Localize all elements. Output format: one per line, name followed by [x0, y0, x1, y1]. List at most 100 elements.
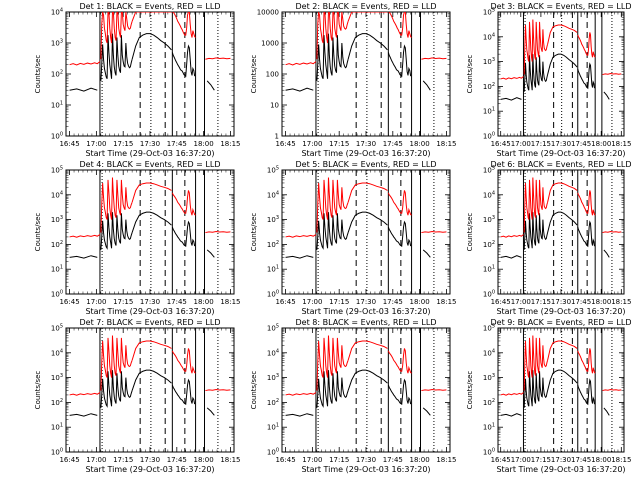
- y-tick-label: 104: [51, 348, 63, 357]
- lld-series-line: [172, 12, 196, 38]
- events-series-line: [387, 378, 412, 406]
- lld-series-line: [69, 234, 101, 238]
- data-area: [69, 177, 231, 259]
- x-tick-label: 17:45: [571, 456, 591, 464]
- x-tick-label: 17:15: [531, 140, 551, 148]
- lld-series-line: [547, 24, 578, 45]
- y-tick-label: 105: [483, 324, 495, 333]
- events-series-line: [206, 249, 215, 258]
- x-axis-title: Start Time (29-Oct-03 16:37:20): [85, 307, 214, 316]
- x-tick-label: 17:15: [531, 456, 551, 464]
- events-series-line: [131, 369, 172, 391]
- y-tick-label: 102: [267, 240, 279, 249]
- x-tick-label: 18:00: [591, 140, 611, 148]
- y-tick-label: 104: [51, 190, 63, 199]
- x-axis-title: Start Time (29-Oct-03 16:37:20): [301, 307, 430, 316]
- events-series-line: [285, 413, 314, 417]
- lld-series-line: [347, 182, 388, 203]
- lld-series-line: [421, 231, 447, 234]
- x-tick-label: 17:45: [167, 140, 187, 148]
- y-tick-label: 104: [483, 348, 495, 357]
- x-tick-label: 17:15: [329, 456, 349, 464]
- y-tick-label: 104: [51, 8, 63, 17]
- x-tick-label: 18:15: [611, 456, 631, 464]
- x-tick-label: 18:15: [220, 298, 240, 306]
- events-series-line: [316, 370, 349, 408]
- x-tick-label: 17:30: [140, 456, 160, 464]
- panel-5: Det 5: BLACK = Events, RED = LLD 100 101 10…: [250, 160, 457, 316]
- x-tick-label: 18:15: [436, 140, 456, 148]
- y-tick-label: 102: [483, 82, 495, 91]
- y-tick-label: 10000: [257, 9, 279, 17]
- y-tick-label: 102: [483, 398, 495, 407]
- x-tick-label: 18:00: [410, 456, 430, 464]
- panel-3: Det 3: BLACK = Events, RED = LLD 100 101 10…: [466, 2, 631, 158]
- y-axis-title: Counts/sec: [466, 55, 474, 94]
- events-series-line: [603, 407, 610, 416]
- y-tick-label: 10: [270, 102, 279, 110]
- x-tick-label: 18:00: [410, 140, 430, 148]
- lld-series-line: [500, 76, 524, 80]
- events-series-line: [316, 212, 349, 250]
- panel-1: Det 1: BLACK = Events, RED = LLD 100 101 10…: [34, 2, 241, 158]
- lld-series-line: [100, 12, 133, 60]
- y-tick-label: 103: [483, 57, 495, 66]
- lld-series-line: [577, 348, 596, 374]
- x-tick-label: 18:15: [436, 298, 456, 306]
- x-tick-label: 17:30: [356, 298, 376, 306]
- x-axis-title: Start Time (29-Oct-03 16:37:20): [85, 465, 214, 474]
- data-area: [500, 19, 622, 101]
- lld-series-line: [131, 182, 172, 203]
- x-tick-label: 17:15: [329, 298, 349, 306]
- data-area: [69, 335, 231, 417]
- y-axis-title: Counts/sec: [250, 371, 258, 410]
- data-area: [285, 335, 447, 417]
- x-tick-label: 17:00: [302, 456, 322, 464]
- events-series-line: [422, 249, 431, 258]
- events-series-line: [206, 407, 215, 416]
- events-series-line: [69, 255, 98, 259]
- events-series-line: [347, 211, 388, 233]
- panel-title: Det 5: BLACK = Events, RED = LLD: [296, 160, 437, 169]
- lld-series-line: [285, 234, 317, 238]
- y-tick-label: 103: [267, 215, 279, 224]
- events-series-line: [387, 220, 412, 248]
- lld-series-line: [577, 32, 596, 58]
- x-tick-label: 17:00: [86, 298, 106, 306]
- y-tick-label: 101: [51, 265, 63, 274]
- x-tick-label: 18:00: [410, 298, 430, 306]
- y-tick-label: 103: [51, 215, 63, 224]
- y-tick-label: 101: [267, 423, 279, 432]
- y-tick-label: 105: [267, 324, 279, 333]
- y-tick-label: 105: [51, 324, 63, 333]
- y-tick-label: 100: [266, 71, 279, 79]
- y-tick-label: 103: [51, 373, 63, 382]
- events-series-line: [547, 53, 578, 75]
- x-tick-label: 17:15: [113, 140, 133, 148]
- x-tick-label: 17:45: [571, 298, 591, 306]
- events-series-line: [171, 44, 196, 78]
- x-tick-label: 18:00: [591, 456, 611, 464]
- y-tick-label: 104: [483, 190, 495, 199]
- y-tick-label: 101: [483, 265, 495, 274]
- x-axis-title: Start Time (29-Oct-03 16:37:20): [496, 149, 625, 158]
- lld-series-line: [285, 61, 317, 66]
- lld-series-line: [387, 190, 412, 216]
- events-series-line: [500, 255, 522, 259]
- y-tick-label: 102: [483, 240, 495, 249]
- events-series-line: [577, 378, 596, 406]
- x-tick-label: 18:15: [436, 456, 456, 464]
- x-tick-label: 17:15: [531, 298, 551, 306]
- y-axis-title: Counts/sec: [466, 371, 474, 410]
- y-tick-label: 102: [51, 398, 63, 407]
- y-tick-label: 101: [483, 107, 495, 116]
- x-tick-label: 17:45: [167, 456, 187, 464]
- events-series-line: [347, 369, 388, 391]
- x-tick-label: 17:45: [383, 456, 403, 464]
- events-series-line: [577, 220, 596, 248]
- y-tick-label: 101: [483, 423, 495, 432]
- x-tick-label: 16:45: [59, 298, 79, 306]
- panel-2: Det 2: BLACK = Events, RED = LLD 1 10 100 10…: [250, 2, 457, 158]
- y-tick-label: 100: [267, 290, 279, 299]
- lld-series-line: [171, 190, 196, 216]
